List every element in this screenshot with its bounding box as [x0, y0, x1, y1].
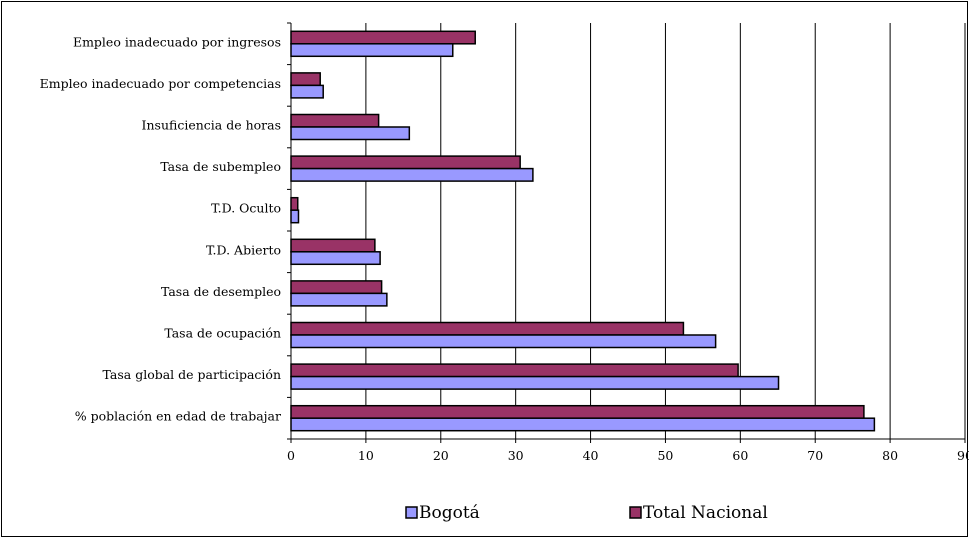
bar-total-nacional [290, 196, 299, 211]
legend: Bogotá Total Nacional [405, 503, 768, 523]
bar-total-nacional [290, 238, 376, 253]
bar-bogota [290, 334, 717, 349]
bar-bogota [290, 43, 454, 58]
x-tick-label: 0 [287, 448, 295, 463]
legend-swatch-bogota [405, 506, 418, 519]
x-tick-label: 80 [882, 448, 898, 463]
labels: 0 10 20 30 40 50 60 70 80 90 Empleo inadecuado por… [40, 34, 969, 463]
axes [287, 22, 966, 443]
bar-total-nacional [290, 280, 383, 295]
x-tick-label: 40 [583, 448, 599, 463]
category-label: Empleo inadecuado por ingresos [73, 34, 281, 49]
bar-bogota [290, 292, 388, 307]
legend-label-total-nacional: Total Nacional [643, 503, 768, 523]
bar-bogota [290, 167, 534, 182]
legend-swatch-total-nacional [629, 506, 642, 519]
category-label: T.D. Abierto [206, 242, 281, 257]
category-label: T.D. Oculto [211, 201, 281, 216]
bar-total-nacional [290, 321, 685, 336]
bar-total-nacional [290, 155, 521, 170]
category-label: Empleo inadecuado por competencias [40, 76, 281, 91]
x-tick-label: 10 [358, 448, 374, 463]
x-tick-label: 50 [657, 448, 673, 463]
x-tick-label: 20 [433, 448, 449, 463]
bar-total-nacional [290, 113, 380, 128]
x-tick-label: 90 [957, 448, 969, 463]
bar-bogota [290, 209, 300, 224]
category-label: Tasa de desempleo [161, 284, 281, 299]
x-tick-label: 30 [508, 448, 524, 463]
category-label: Tasa de ocupación [164, 326, 281, 341]
x-tick-label: 70 [807, 448, 823, 463]
bar-total-nacional [290, 363, 739, 378]
bar-bogota [290, 417, 876, 432]
bar-total-nacional [290, 404, 865, 419]
bar-bogota [290, 126, 411, 141]
category-label: Insuficiencia de horas [142, 118, 281, 133]
bar-bogota [290, 375, 780, 390]
bars [290, 30, 876, 432]
x-tick-label: 60 [732, 448, 748, 463]
gridlines [365, 23, 966, 439]
bar-total-nacional [290, 72, 321, 87]
legend-label-bogota: Bogotá [419, 503, 480, 523]
bar-bogota [290, 84, 324, 99]
category-label: Tasa de subempleo [160, 159, 281, 174]
category-label: Tasa global de participación [103, 367, 281, 382]
bar-bogota [290, 251, 381, 266]
bar-total-nacional [290, 30, 476, 45]
category-label: % población en edad de trabajar [75, 409, 281, 424]
